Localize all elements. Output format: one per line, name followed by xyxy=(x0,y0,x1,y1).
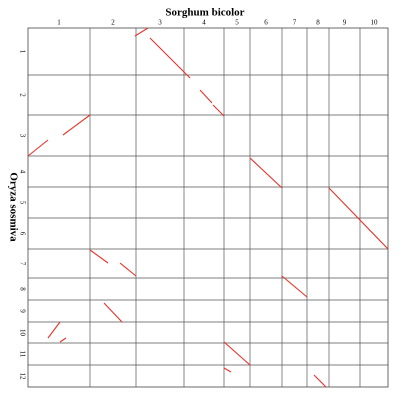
y-tick-label: 12 xyxy=(18,373,26,381)
y-tick-label: 8 xyxy=(18,287,26,291)
y-tick-label: 10 xyxy=(18,329,26,337)
synteny-segment xyxy=(119,262,137,277)
y-tick-label: 1 xyxy=(18,50,26,54)
x-tick-label: 7 xyxy=(293,19,297,27)
synteny-segment xyxy=(62,114,91,136)
x-tick-label: 9 xyxy=(343,19,347,27)
y-axis-label: Oryza sosmiva xyxy=(7,172,19,242)
x-tick-label: 6 xyxy=(264,19,268,27)
x-tick-label: 2 xyxy=(111,19,115,27)
synteny-segment xyxy=(27,139,49,157)
y-tick-label: 5 xyxy=(18,201,26,205)
x-tick-label: 8 xyxy=(316,19,320,27)
synteny-segment xyxy=(149,37,191,79)
synteny-segment xyxy=(223,341,251,366)
y-tick-label: 3 xyxy=(18,134,26,138)
synteny-segment xyxy=(212,104,225,117)
y-tick-label: 9 xyxy=(18,309,26,313)
y-tick-label: 4 xyxy=(18,170,26,174)
synteny-segment xyxy=(281,275,308,298)
synteny-segment xyxy=(47,321,61,339)
y-tick-label: 6 xyxy=(18,232,26,236)
synteny-segment xyxy=(59,337,67,343)
y-tick-label: 2 xyxy=(18,93,26,97)
plot-frame xyxy=(27,27,389,388)
chart-title: Sorghum bicolor xyxy=(165,7,244,19)
x-tick-label: 10 xyxy=(371,19,379,27)
synteny-segment xyxy=(199,89,213,104)
segments xyxy=(27,27,389,388)
synteny-segment xyxy=(223,367,232,373)
synteny-segment xyxy=(249,157,283,189)
y-tick-label: 11 xyxy=(18,351,26,358)
x-tick-label: 3 xyxy=(158,19,162,27)
y-tick-label: 7 xyxy=(18,262,26,266)
synteny-segment xyxy=(103,302,123,323)
x-tick-label: 1 xyxy=(57,19,61,27)
x-tick-label: 4 xyxy=(202,19,206,27)
synteny-segment xyxy=(328,187,389,250)
synteny-segment xyxy=(134,27,149,37)
x-tick-label: 5 xyxy=(235,19,239,27)
synteny-segment xyxy=(89,249,109,264)
synteny-segment xyxy=(313,374,327,388)
